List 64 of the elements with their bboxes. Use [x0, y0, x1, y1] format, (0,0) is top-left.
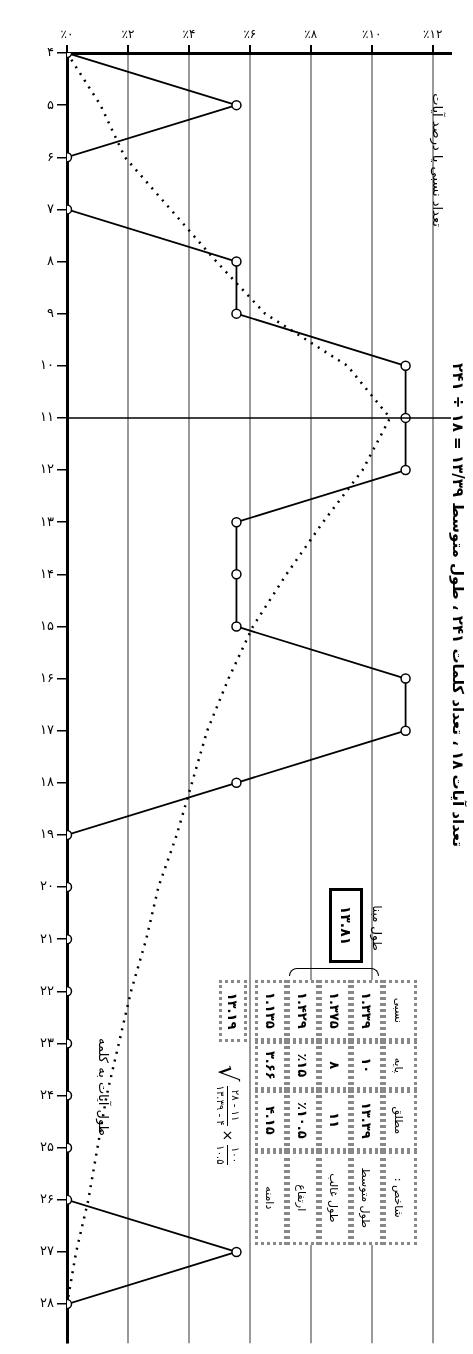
y-tick-label: ۱۶	[40, 669, 54, 685]
annotation: ۱۰.۵	[215, 1145, 227, 1165]
y-tick-label: ۸	[47, 252, 55, 268]
y-tick-label: ۲۴	[40, 1086, 55, 1102]
annotation: تعداد نسبی یا درصد آیات	[430, 92, 445, 229]
annotation: ۱۰	[359, 1057, 374, 1074]
y-tick-label: ۱۹	[40, 826, 55, 842]
annotation: ۱.۴۲۹	[295, 991, 310, 1029]
annotation: ٪۱۵	[295, 1053, 310, 1078]
annotation: ۱.۳۳۹	[359, 991, 374, 1029]
x-tick-label: ٪۱۰	[362, 26, 382, 41]
annotation: پایه	[392, 1057, 405, 1073]
annotation: ۱.۱۳۵	[263, 991, 278, 1029]
y-tick-label: ۱۰	[40, 357, 54, 373]
annotation: ۲۸ - ۱۱	[230, 1089, 242, 1122]
y-tick-label: ۹	[47, 305, 55, 321]
annotation: طول غالب	[327, 1173, 340, 1223]
y-axis-title: طول آیات به کلمه	[96, 1037, 111, 1138]
y-tick-label: ۱۴	[40, 565, 55, 581]
y-tick-label: ۲۸	[40, 1295, 55, 1311]
annotation: ۱.۳۷۵	[327, 991, 342, 1029]
annotation: نسبی	[392, 997, 405, 1023]
y-tick-label: ۱۵	[40, 617, 55, 633]
annotation: ۱۳.۳۹ - ۴	[215, 1085, 227, 1126]
annotation: √	[213, 1065, 243, 1082]
annotation: ۱۳.۳۹	[359, 1101, 374, 1139]
y-tick-label: ۱۳	[40, 513, 55, 529]
x-tick-label: ٪۱۲	[423, 26, 443, 41]
annotation: ارتفاع	[295, 1184, 308, 1212]
y-tick-label: ۲۷	[40, 1243, 55, 1259]
y-tick-label: ۲۲	[40, 982, 55, 998]
x-tick-label: ٪۶	[243, 26, 257, 41]
annotation: ×	[220, 1129, 236, 1142]
x-tick-label: ٪۲	[121, 26, 135, 41]
annotation: ۱۱	[327, 1112, 342, 1129]
annotation: ۴.۱۵	[263, 1105, 278, 1135]
x-tick-label: ٪۸	[304, 26, 318, 41]
y-tick-label: ۲۱	[40, 930, 54, 946]
y-tick-label: ۱۲	[40, 461, 55, 477]
y-tick-label: ۱۸	[40, 774, 55, 790]
y-tick-label: ۲۶	[40, 1191, 54, 1207]
y-tick-label: ۲۳	[40, 1034, 55, 1050]
y-tick-label: ۶	[47, 148, 54, 164]
annotation: ۳.۶۶	[263, 1050, 278, 1080]
annotation: ۱۰۰	[230, 1146, 242, 1164]
y-tick-label: ۵	[47, 96, 55, 112]
annotation: ۸	[327, 1061, 342, 1070]
annotation: طول متوسط	[359, 1167, 372, 1229]
x-tick-label: ٪۴	[182, 26, 196, 41]
annotation: ۱۳.۸۱	[338, 905, 354, 946]
y-tick-label: ۱۷	[40, 722, 55, 738]
annotation: ۱۳.۱۹	[225, 992, 241, 1030]
annotation: ٪۱۰.۵	[295, 1101, 310, 1139]
annotation: شاخص :	[392, 1177, 405, 1218]
y-tick-label: ۲۰	[40, 878, 54, 894]
y-tick-label: ۱۱	[40, 409, 54, 425]
annotation: طول مبنا	[370, 905, 384, 951]
annotation: مطلق	[392, 1106, 405, 1135]
text: تعداد آیات ۱۸ ، تعداد کلمات ۲۴۱ ، طول متوسط ۱۳/۳۹ = ۱۸ ÷ ۲۴۱	[449, 362, 467, 849]
y-tick-label: ۴	[47, 44, 55, 60]
x-tick-label: ٪۰	[60, 26, 74, 41]
y-tick-label: ۷	[47, 200, 55, 216]
annotation: دامنه	[263, 1186, 276, 1210]
y-tick-label: ۲۵	[40, 1139, 55, 1155]
